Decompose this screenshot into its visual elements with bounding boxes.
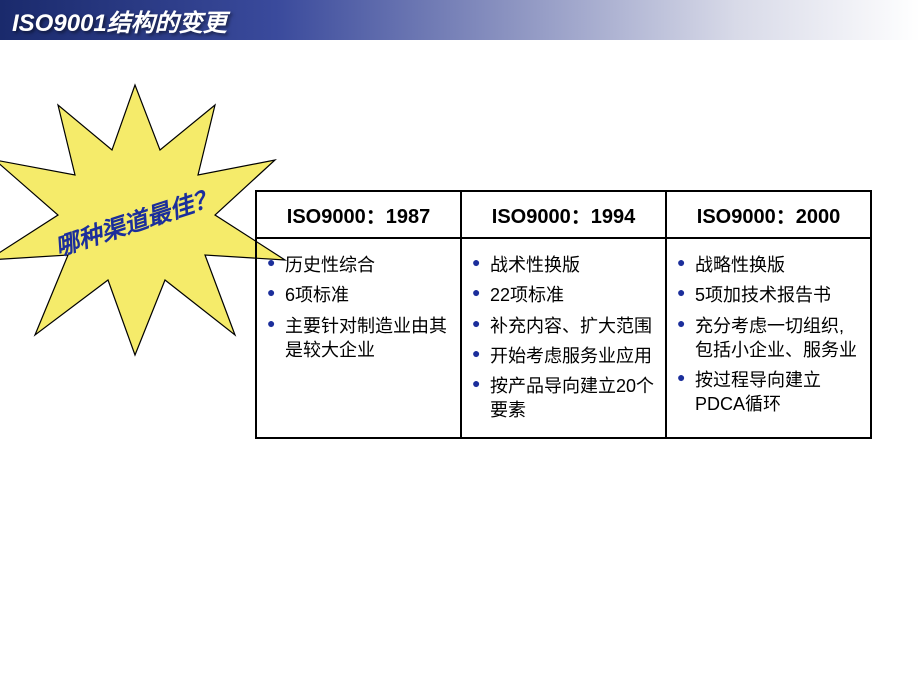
list-item: 22项标准	[472, 283, 655, 307]
list-item: 开始考虑服务业应用	[472, 344, 655, 368]
col-header-2000: ISO9000：2000	[666, 191, 871, 238]
list-item: 补充内容、扩大范围	[472, 314, 655, 338]
bullets-2000: 战略性换版 5项加技术报告书 充分考虑一切组织,包括小企业、服务业 按过程导向建…	[677, 253, 860, 417]
title-bar: ISO9001结构的变更	[0, 0, 920, 40]
table-header-row: ISO9000：1987 ISO9000：1994 ISO9000：2000	[256, 191, 871, 238]
list-item: 5项加技术报告书	[677, 283, 860, 307]
bullets-1987: 历史性综合 6项标准 主要针对制造业由其是较大企业	[267, 253, 450, 362]
col-header-1987: ISO9000：1987	[256, 191, 461, 238]
cell-1987: 历史性综合 6项标准 主要针对制造业由其是较大企业	[256, 238, 461, 438]
starburst-callout: 哪种渠道最佳？	[0, 75, 290, 365]
list-item: 战略性换版	[677, 253, 860, 277]
list-item: 6项标准	[267, 283, 450, 307]
list-item: 按产品导向建立20个要素	[472, 374, 655, 423]
list-item: 战术性换版	[472, 253, 655, 277]
comparison-table: ISO9000：1987 ISO9000：1994 ISO9000：2000 历…	[255, 190, 872, 439]
cell-1994: 战术性换版 22项标准 补充内容、扩大范围 开始考虑服务业应用 按产品导向建立2…	[461, 238, 666, 438]
page-title: ISO9001结构的变更	[12, 3, 227, 38]
list-item: 按过程导向建立PDCA循环	[677, 368, 860, 417]
list-item: 充分考虑一切组织,包括小企业、服务业	[677, 314, 860, 363]
list-item: 主要针对制造业由其是较大企业	[267, 314, 450, 363]
list-item: 历史性综合	[267, 253, 450, 277]
table-body-row: 历史性综合 6项标准 主要针对制造业由其是较大企业 战术性换版 22项标准 补充…	[256, 238, 871, 438]
bullets-1994: 战术性换版 22项标准 补充内容、扩大范围 开始考虑服务业应用 按产品导向建立2…	[472, 253, 655, 423]
col-header-1994: ISO9000：1994	[461, 191, 666, 238]
cell-2000: 战略性换版 5项加技术报告书 充分考虑一切组织,包括小企业、服务业 按过程导向建…	[666, 238, 871, 438]
